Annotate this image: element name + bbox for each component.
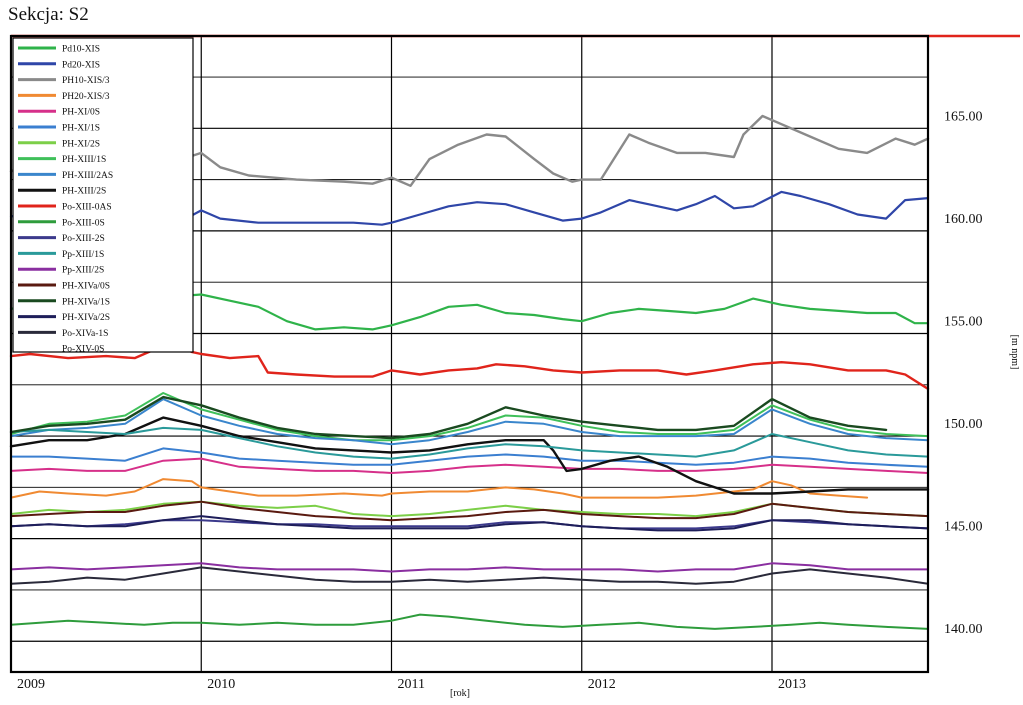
x-axis-ticks: 2009 2010 2011 2012 2013 bbox=[17, 677, 806, 692]
legend-label: Pd10-XIS bbox=[62, 45, 100, 55]
legend: Pd10-XIS Pd20-XIS PH10-XIS/3 PH20-XIS/3 PH-X… bbox=[12, 37, 194, 355]
legend-label: Po-XIII-0AS bbox=[62, 203, 112, 213]
series-line-PH-XIVa/2S bbox=[10, 515, 929, 532]
y-tick-label: 150.00 bbox=[944, 417, 983, 432]
legend-label: Po-XIII-0S bbox=[62, 218, 105, 228]
plot-border bbox=[9, 34, 930, 674]
y-tick-label: 140.00 bbox=[944, 622, 983, 637]
legend-label: Pd20-XIS bbox=[62, 60, 100, 70]
series-line-Pp-XIII/1S bbox=[10, 426, 929, 460]
legend-label: PH-XIVa/1S bbox=[62, 297, 110, 307]
y-tick-label: 145.00 bbox=[944, 520, 983, 535]
section-title: Sekcja: S2 bbox=[8, 4, 89, 25]
x-tick-label: 2010 bbox=[207, 677, 235, 692]
series-line-Po-XIVa-1S bbox=[10, 566, 929, 585]
series-line-Po-XIII-0S bbox=[10, 613, 929, 630]
legend-label: PH-XIVa/2S bbox=[62, 313, 110, 323]
x-tick-label: 2012 bbox=[588, 677, 616, 692]
series-line-PH-XI/0S bbox=[10, 457, 929, 474]
y-tick-label: 160.00 bbox=[944, 212, 983, 227]
legend-label: Po-XIVa-1S bbox=[62, 329, 108, 339]
x-tick-label: 2009 bbox=[17, 677, 45, 692]
legend-label: PH-XI/2S bbox=[62, 139, 100, 149]
series-line-PH-XIII/2S bbox=[9, 416, 930, 495]
series-line-Po-XIII-2S bbox=[10, 519, 929, 530]
legend-label: Po-XIII-2S bbox=[62, 234, 105, 244]
legend-label: PH-XI/1S bbox=[62, 124, 100, 134]
series-line-PH20-XIS/3 bbox=[10, 478, 869, 499]
legend-label: Po-XIV-0S bbox=[62, 345, 104, 355]
legend-label: PH-XI/0S bbox=[62, 108, 100, 118]
x-tick-label: 2011 bbox=[397, 677, 424, 692]
legend-label: PH-XIII/1S bbox=[62, 155, 106, 165]
legend-label: Pp-XIII/2S bbox=[62, 266, 104, 276]
y-axis-ticks: 140.00 145.00 150.00 155.00 160.00 165.00 bbox=[944, 109, 983, 637]
legend-label: PH20-XIS/3 bbox=[62, 92, 110, 102]
series-line-PH-XI/1S bbox=[10, 447, 929, 468]
series-line-PH-XIVa/0S bbox=[10, 500, 929, 522]
legend-label: PH-XIVa/0S bbox=[62, 282, 110, 292]
legend-label: PH10-XIS/3 bbox=[62, 76, 110, 86]
y-tick-label: 155.00 bbox=[944, 314, 983, 329]
plot-frame bbox=[9, 34, 930, 674]
series-line-Pp-XIII/2S bbox=[10, 562, 929, 573]
x-tick-label: 2013 bbox=[778, 677, 806, 692]
legend-label: PH-XIII/2S bbox=[62, 187, 106, 197]
legend-label: PH-XIII/2AS bbox=[62, 171, 113, 181]
x-axis-label: [rok] bbox=[450, 688, 470, 699]
y-tick-label: 165.00 bbox=[944, 109, 983, 124]
series-line-PH-XIVa/1S bbox=[9, 395, 888, 440]
series-line-PH-XIII/2AS bbox=[10, 398, 929, 446]
series-layer bbox=[9, 114, 930, 630]
y-axis-label: [m npm] bbox=[1009, 335, 1020, 370]
legend-label: Pp-XIII/1S bbox=[62, 250, 104, 260]
series-line-PH-XIII/1S bbox=[10, 392, 929, 442]
